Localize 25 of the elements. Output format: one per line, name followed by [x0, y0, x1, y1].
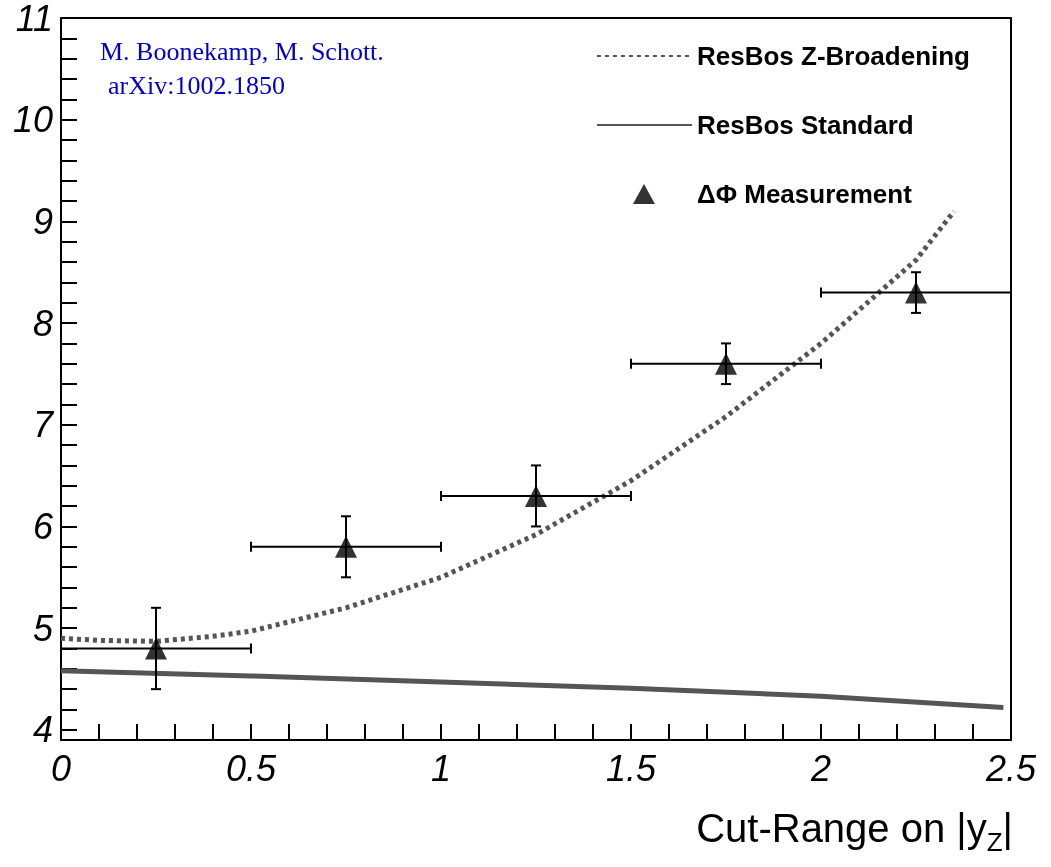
- x-tick-label: 0.5: [225, 747, 277, 789]
- x-tick-label: 1: [430, 747, 452, 789]
- x-axis-title: Cut-Range on |y$_{Z}$|: [696, 806, 1013, 857]
- x-tick-label: 0: [50, 747, 72, 789]
- y-tick-label: 10: [12, 99, 53, 141]
- y-tick-label: 11: [15, 0, 53, 39]
- y-tick-label: 5: [32, 607, 54, 649]
- y-tick-label: 8: [32, 302, 53, 344]
- point: [145, 637, 167, 660]
- point: [525, 484, 547, 507]
- annotation: M. Boonekamp, M. Schott.: [100, 36, 384, 66]
- y-tick-label: 6: [32, 505, 54, 547]
- y-tick-label: 9: [32, 200, 53, 242]
- legend-label: ΔΦ Measurement: [696, 179, 913, 209]
- x-tick-label: 1.5: [605, 747, 657, 789]
- annotation: arXiv:1002.1850: [108, 70, 285, 100]
- point: [905, 281, 927, 304]
- x-tick-label: 2: [809, 747, 832, 789]
- point: [335, 535, 357, 558]
- point: [715, 352, 737, 375]
- x-tick-label: 2.5: [984, 747, 1037, 789]
- y-tick-label: 4: [32, 709, 53, 751]
- legend-label: ResBos Standard: [696, 110, 914, 140]
- y-tick-label: 7: [32, 404, 55, 446]
- legend-label: ResBos Z-Broadening: [696, 41, 971, 71]
